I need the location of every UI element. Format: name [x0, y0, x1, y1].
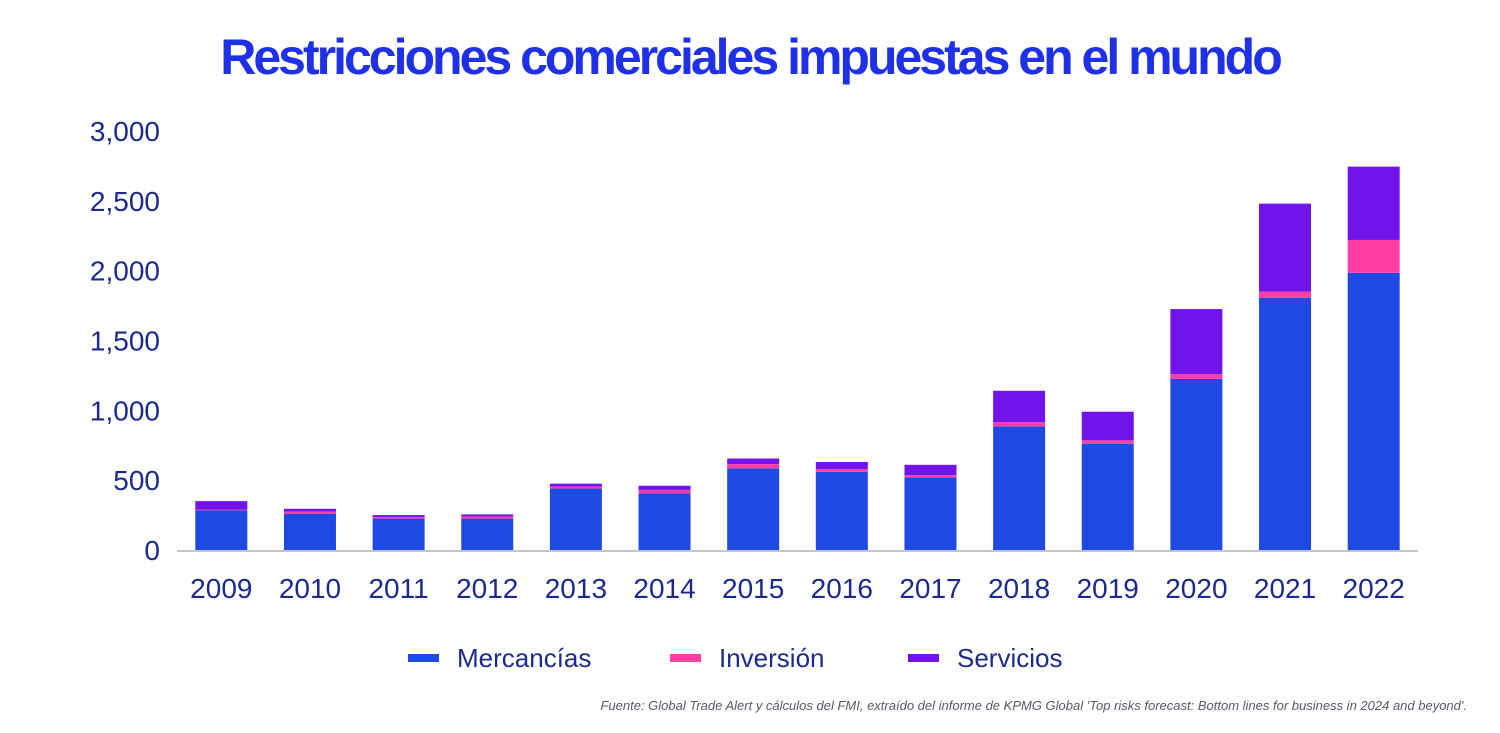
bar-segment-servicios-2010 [283, 508, 336, 512]
bar-segment-mercancias-2020 [1170, 378, 1223, 550]
bar-segment-servicios-2016 [815, 462, 868, 469]
bar-segment-servicios-2021 [1259, 203, 1312, 292]
bar-segment-mercancias-2014 [638, 493, 691, 550]
bar-segment-mercancias-2017 [904, 477, 957, 550]
bar-segment-inversion-2015 [727, 464, 780, 469]
y-tick-label: 2,000 [90, 256, 160, 287]
x-tick-label: 2019 [1077, 573, 1139, 604]
bar-segment-servicios-2022 [1347, 166, 1400, 240]
bar-segment-servicios-2017 [904, 464, 957, 476]
y-tick-label: 1,500 [90, 326, 160, 357]
bar-segment-servicios-2020 [1170, 309, 1223, 375]
bar-segment-inversion-2011 [372, 517, 425, 519]
bar-segment-mercancias-2011 [372, 518, 425, 550]
bar-segment-inversion-2019 [1081, 440, 1134, 444]
x-tick-label: 2009 [190, 573, 252, 604]
legend-label-mercancias: Mercancías [457, 642, 592, 673]
bar-segment-mercancias-2015 [727, 468, 780, 550]
legend-item-mercancias: Mercancías [408, 638, 591, 678]
legend: Mercancías Inversión Servicios [0, 638, 1500, 678]
bar-segment-mercancias-2021 [1259, 297, 1312, 550]
x-tick-label: 2014 [633, 573, 695, 604]
bar-segment-mercancias-2010 [283, 513, 336, 550]
bar-segment-servicios-2009 [195, 501, 248, 510]
legend-swatch-servicios [908, 654, 939, 662]
bar-segment-servicios-2011 [372, 515, 425, 518]
bar-segment-inversion-2020 [1170, 374, 1223, 379]
y-axis-tick-labels: 0 500 1,000 1,500 2,000 2,500 3,000 [90, 116, 160, 566]
bar-segment-inversion-2012 [461, 516, 514, 519]
bar-segment-mercancias-2012 [461, 518, 514, 550]
bar-segment-mercancias-2022 [1347, 272, 1400, 550]
legend-item-inversion: Inversión [670, 638, 825, 678]
x-tick-label: 2013 [545, 573, 607, 604]
x-tick-label: 2010 [279, 573, 341, 604]
y-tick-label: 500 [113, 465, 160, 496]
x-tick-label: 2016 [811, 573, 873, 604]
legend-swatch-inversion [670, 654, 701, 662]
legend-swatch-mercancias [408, 654, 439, 662]
bar-segment-servicios-2014 [638, 485, 691, 490]
bars-group [195, 166, 1400, 550]
bar-segment-inversion-2010 [283, 511, 336, 514]
bar-segment-servicios-2012 [461, 514, 514, 517]
y-tick-label: 0 [144, 535, 160, 566]
bar-segment-inversion-2022 [1347, 239, 1400, 273]
bar-segment-servicios-2015 [727, 458, 780, 465]
x-tick-label: 2012 [456, 573, 518, 604]
bar-segment-servicios-2019 [1081, 411, 1134, 441]
bar-segment-inversion-2014 [638, 489, 691, 494]
bar-segment-mercancias-2016 [815, 471, 868, 550]
bar-segment-mercancias-2013 [549, 488, 602, 550]
bar-segment-inversion-2021 [1259, 291, 1312, 298]
bar-segment-inversion-2013 [549, 486, 602, 489]
x-tick-label: 2022 [1343, 573, 1405, 604]
bar-segment-servicios-2018 [993, 390, 1046, 423]
bar-segment-mercancias-2018 [993, 426, 1046, 550]
x-tick-label: 2021 [1254, 573, 1316, 604]
x-tick-label: 2015 [722, 573, 784, 604]
x-axis-tick-labels: 2009 2010 2011 2012 2013 2014 2015 2016 2017 2018… [190, 573, 1405, 604]
x-tick-label: 2011 [368, 573, 428, 604]
bar-segment-mercancias-2009 [195, 510, 248, 550]
legend-item-servicios: Servicios [908, 638, 1062, 678]
chart-title: Restricciones comerciales impuestas en e… [220, 29, 1282, 85]
y-tick-label: 1,000 [90, 395, 160, 426]
bar-segment-mercancias-2019 [1081, 443, 1134, 550]
x-tick-label: 2018 [988, 573, 1050, 604]
bar-segment-inversion-2017 [904, 475, 957, 478]
y-tick-label: 3,000 [90, 116, 160, 147]
x-tick-label: 2017 [899, 573, 961, 604]
legend-label-servicios: Servicios [957, 642, 1063, 673]
bar-segment-inversion-2018 [993, 422, 1046, 427]
bar-segment-inversion-2009 [195, 509, 248, 511]
bar-segment-inversion-2016 [815, 468, 868, 472]
x-tick-label: 2020 [1165, 573, 1227, 604]
y-tick-label: 2,500 [90, 186, 160, 217]
source-note: Fuente: Global Trade Alert y cálculos de… [600, 698, 1467, 713]
legend-label-inversion: Inversión [719, 642, 825, 673]
bar-segment-servicios-2013 [549, 483, 602, 487]
